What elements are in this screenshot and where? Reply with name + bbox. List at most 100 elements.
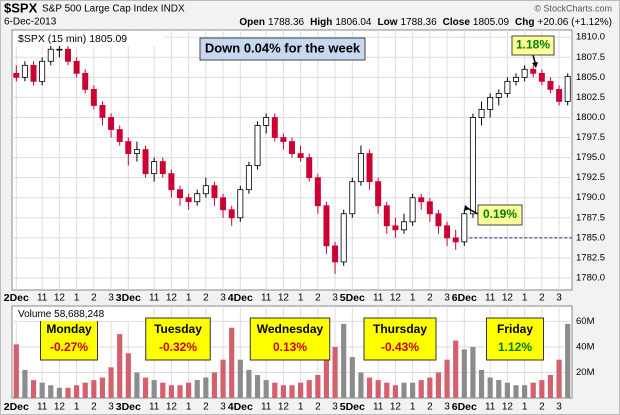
candle-body [469, 117, 476, 215]
candle-body [245, 165, 252, 191]
x-tick-label: 2Dec [4, 292, 29, 304]
x-tick-label: 11 [149, 402, 160, 413]
volume-bar [56, 387, 62, 398]
day-box [40, 317, 98, 361]
volume-bar [401, 382, 407, 398]
volume-bar [13, 344, 19, 398]
volume-bar [108, 367, 114, 398]
arrowhead [532, 62, 538, 68]
candle-body [168, 173, 175, 191]
x-tick-label: 6Dec [452, 292, 477, 304]
x-tick-label: 2 [539, 293, 545, 304]
y-tick-label: 1797.5 [576, 132, 605, 143]
y-tick-label: 20M [576, 367, 595, 378]
volume-bar [125, 353, 131, 398]
x-tick-label: 2 [315, 402, 321, 413]
candle-body [556, 88, 563, 102]
candle-body [452, 237, 459, 243]
candle-body [564, 76, 571, 102]
candle-body [349, 181, 356, 215]
candle-body [357, 153, 364, 183]
day-box [363, 317, 437, 361]
candle-body [297, 153, 304, 158]
high-annotation: 1.18% [516, 38, 550, 52]
volume-bar [513, 385, 519, 398]
volume-bar [444, 359, 450, 398]
quote-value: 1805.09 [473, 17, 510, 28]
day-name: Tuesday [154, 322, 202, 336]
candle-body [461, 213, 468, 243]
x-tick-label: 2Dec [4, 401, 29, 413]
x-tick-label: 3 [444, 293, 450, 304]
x-tick-label: 12 [502, 293, 514, 304]
candle-body [444, 225, 451, 239]
candle-body [47, 48, 54, 62]
x-tick-label: 1 [298, 293, 304, 304]
day-name: Friday [497, 322, 533, 336]
y-tick-label: 1790.0 [576, 192, 605, 203]
week-annotation: Down 0.04% for the week [205, 40, 361, 55]
candle-body [392, 225, 399, 231]
x-tick-label: 2 [91, 293, 97, 304]
volume-bar [82, 382, 88, 398]
volume-bar [254, 375, 261, 398]
day-name: Monday [46, 322, 92, 336]
x-tick-label: 5Dec [340, 401, 365, 413]
day-change: -0.27% [50, 340, 88, 354]
x-tick-label: 4Dec [228, 401, 253, 413]
day-name: Thursday [373, 322, 427, 336]
candle-body [547, 80, 554, 90]
candle-body [478, 109, 485, 118]
volume-bar [272, 382, 278, 398]
y-tick-label: 1782.5 [576, 252, 605, 263]
x-tick-label: 3 [220, 402, 226, 413]
x-tick-label: 5Dec [340, 292, 365, 304]
y-tick-label: 1792.5 [576, 172, 605, 183]
y-tick-label: 1780.0 [576, 272, 605, 283]
x-tick-label: 11 [261, 402, 272, 413]
x-tick-label: 12 [390, 402, 402, 413]
quote-label: Low [378, 17, 398, 28]
candle-body [142, 149, 149, 175]
volume-bar [298, 382, 304, 398]
x-tick-label: 3Dec [116, 401, 141, 413]
quote-value: 1806.04 [335, 17, 372, 28]
y-tick-label: 1802.5 [576, 92, 605, 103]
volume-bar [384, 382, 390, 398]
x-tick-label: 12 [502, 402, 514, 413]
x-tick-label: 12 [54, 402, 66, 413]
candle-body [375, 181, 382, 207]
volume-bar [547, 375, 554, 398]
volume-bar [522, 385, 528, 398]
y-tick-label: 60M [576, 316, 595, 327]
candle-body [409, 197, 416, 223]
volume-bar [323, 359, 330, 398]
volume-bar [74, 385, 80, 398]
x-tick-label: 2 [203, 293, 209, 304]
quote-label: Close [443, 17, 471, 28]
x-tick-label: 12 [390, 293, 402, 304]
volume-bar [556, 359, 562, 398]
x-tick-label: 1 [522, 402, 528, 413]
volume-bar [151, 380, 157, 398]
candle-body [116, 129, 123, 142]
x-tick-label: 1 [298, 402, 304, 413]
volume-bar [349, 357, 355, 398]
volume-bar [392, 385, 398, 398]
candle-body [65, 48, 71, 62]
volume-bar [461, 349, 467, 398]
x-tick-label: 6Dec [452, 401, 477, 413]
quote-label: Chg [515, 17, 534, 28]
candle-body [211, 185, 218, 199]
x-tick-label: 1 [410, 293, 416, 304]
candle-body [401, 221, 407, 231]
candle-body [383, 205, 390, 227]
quote-value: 1788.36 [401, 17, 438, 28]
x-tick-label: 2 [427, 293, 433, 304]
day-box [145, 317, 211, 361]
x-tick-label: 1 [74, 402, 80, 413]
volume-bar [478, 369, 485, 398]
volume-bar [194, 380, 200, 398]
x-tick-label: 11 [37, 293, 48, 304]
volume-bar [142, 377, 149, 398]
